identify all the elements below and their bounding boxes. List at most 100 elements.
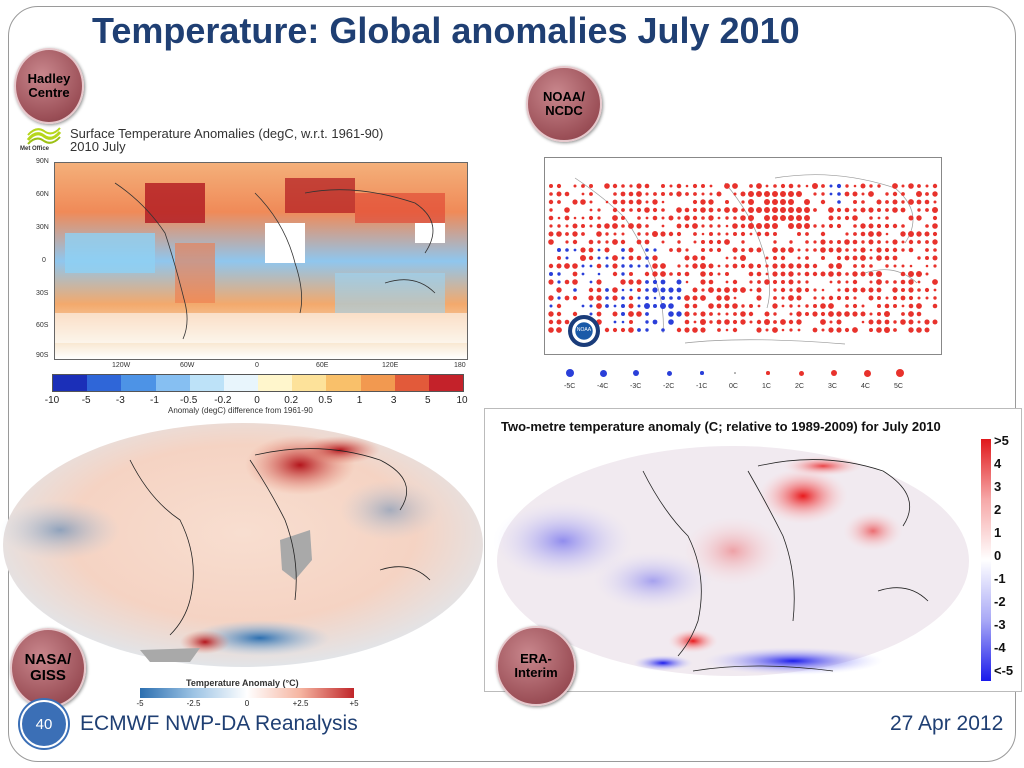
noaa-legend: -5C -4C -3C -2C -1C 0C 1C 2C 3C 4C 5C [564,369,924,399]
noaa-dot [933,264,937,268]
noaa-dot [925,192,929,196]
noaa-legend-label: 5C [894,383,903,390]
noaa-dot [917,256,921,260]
noaa-dot [621,320,625,324]
noaa-dot [556,327,562,333]
noaa-dot [813,192,817,196]
hadley-centre-badge: Hadley Centre [14,48,84,124]
noaa-dot [645,248,649,252]
era-colorbar-tick: -4 [994,640,1006,655]
noaa-dot [684,319,690,325]
noaa-dot [709,232,713,236]
noaa-dot [852,239,858,245]
hadley-colorbar-tick: -1 [150,395,159,406]
footer-title: ECMWF NWP-DA Reanalysis [80,712,358,735]
hadley-lat-tick: 0 [42,257,46,264]
noaa-dot [900,319,906,325]
noaa-dot [861,264,865,268]
noaa-dot [701,192,705,196]
noaa-dot [741,208,745,212]
noaa-dot [885,208,889,212]
noaa-dot [621,256,625,260]
noaa-dot [829,320,833,324]
noaa-dot [868,287,874,293]
noaa-dot [589,264,593,268]
noaa-dot [573,288,577,292]
noaa-dot [701,288,705,292]
noaa-dot [932,255,938,261]
noaa-dot [932,223,938,229]
noaa-dot [917,320,921,324]
hadley-colorbar-segment [258,375,293,391]
noaa-dot [805,256,809,260]
noaa-dot [756,327,762,333]
noaa-dot [661,200,665,204]
noaa-dot [916,311,922,317]
noaa-dot [645,280,649,284]
noaa-legend-label: 4C [861,383,870,390]
noaa-dot [636,207,642,213]
badge-label: NASA/ [24,651,72,669]
nasa-colorbar-tick: +2.5 [292,699,309,708]
hadley-colorbar-segment [223,375,259,391]
noaa-dot [797,232,801,236]
noaa-dot [820,319,826,325]
noaa-dot [557,280,561,284]
noaa-dot [676,247,682,253]
noaa-dot [741,304,745,308]
noaa-dot [885,232,889,236]
noaa-dot [765,184,769,188]
noaa-dot [741,248,745,252]
noaa-dot [885,200,889,204]
badge-label: GISS [30,667,66,684]
noaa-dot [869,256,873,260]
noaa-dot [869,216,873,220]
noaa-dot [860,231,866,237]
noaa-dot [620,191,626,197]
noaa-dot [740,191,746,197]
noaa-dot [612,311,618,317]
hadley-colorbar-segment [394,375,429,391]
noaa-dot [628,303,634,309]
noaa-dot [612,295,618,301]
noaa-dot [773,240,777,244]
noaa-dot [916,191,922,197]
noaa-dot [612,183,618,189]
noaa-dot [652,199,658,205]
noaa-dot [621,288,625,292]
noaa-dot [621,304,625,308]
noaa-dot [732,319,738,325]
noaa-legend-label: 0C [729,383,738,390]
noaa-dot [613,320,617,324]
noaa-dot [860,223,866,229]
noaa-dot [660,287,666,293]
era-colorbar-tick: 0 [994,548,1002,563]
noaa-dot [852,327,858,333]
noaa-dot [860,183,866,189]
noaa-dot [828,327,834,333]
noaa-dot [764,231,770,237]
noaa-dot [605,264,609,268]
noaa-dot [813,296,817,300]
noaa-dot [884,247,890,253]
noaa-dot [629,320,633,324]
noaa-dot [732,279,738,285]
noaa-dot [853,264,857,268]
noaa-dot [804,223,810,229]
noaa-dot [789,312,793,316]
noaa-dot [932,279,938,285]
noaa-dot [820,311,826,317]
noaa-dot [748,207,754,213]
noaa-dot [917,240,921,244]
noaa-dot [724,207,730,213]
noaa-dot [932,215,938,221]
noaa-dot [677,296,681,300]
noaa-dot [700,295,706,301]
noaa-dot [869,184,873,188]
noaa-dot [924,287,930,293]
noaa-dot [548,231,554,237]
noaa-dot [669,296,673,300]
noaa-dot [836,327,842,333]
noaa-dot [925,272,929,276]
noaa-dot [684,207,690,213]
